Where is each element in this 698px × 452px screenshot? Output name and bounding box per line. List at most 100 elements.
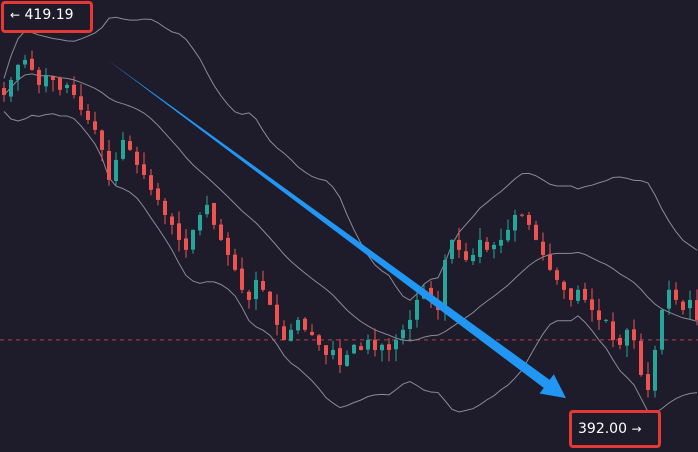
candle-body bbox=[380, 344, 384, 351]
candle-body bbox=[198, 214, 202, 231]
trend-arrow-icon bbox=[108, 60, 566, 399]
bollinger-lower-band bbox=[3, 111, 698, 414]
candle-body bbox=[562, 281, 566, 290]
candle-body bbox=[163, 200, 167, 215]
candle-body bbox=[401, 329, 405, 339]
right-arrow-icon: → bbox=[631, 422, 642, 436]
candle-body bbox=[387, 344, 391, 350]
candle-body bbox=[604, 319, 608, 321]
candle-body bbox=[569, 288, 573, 300]
bollinger-middle-band bbox=[3, 73, 698, 342]
candle-body bbox=[58, 77, 62, 90]
candle-body bbox=[618, 337, 622, 345]
candle-body bbox=[597, 310, 601, 320]
candle-body bbox=[65, 84, 69, 88]
candle-body bbox=[653, 349, 657, 391]
candle-body bbox=[317, 335, 321, 345]
candle-body bbox=[247, 291, 251, 300]
candle-body bbox=[226, 237, 230, 255]
candle-body bbox=[590, 299, 594, 310]
high-price-value: 419.19 bbox=[24, 7, 74, 23]
candle-body bbox=[184, 238, 188, 250]
candle-body bbox=[373, 339, 377, 350]
candle-body bbox=[681, 301, 685, 310]
candle-body bbox=[548, 254, 552, 270]
candle-body bbox=[646, 374, 650, 390]
candle-body bbox=[170, 216, 174, 225]
candle-body bbox=[359, 346, 363, 350]
candle-body bbox=[506, 229, 510, 241]
candle-body bbox=[261, 281, 265, 290]
candle-body bbox=[611, 321, 615, 340]
candle-body bbox=[254, 279, 258, 300]
candle-body bbox=[583, 288, 587, 300]
candle-body bbox=[492, 244, 496, 250]
candle-body bbox=[499, 239, 503, 246]
candle-body bbox=[114, 159, 118, 182]
candle-body bbox=[268, 291, 272, 305]
candle-body bbox=[142, 164, 146, 175]
candle-body bbox=[520, 214, 524, 216]
candle-body bbox=[240, 268, 244, 290]
candle-body bbox=[352, 344, 356, 354]
candle-body bbox=[331, 349, 335, 356]
candle-body bbox=[667, 289, 671, 309]
candle-body bbox=[205, 204, 209, 215]
candle-body bbox=[37, 69, 41, 85]
candle-body bbox=[107, 150, 111, 180]
candle-body bbox=[149, 175, 153, 190]
candle-body bbox=[513, 214, 517, 231]
low-price-label: 392.00 → bbox=[569, 410, 661, 448]
candle-body bbox=[534, 224, 538, 240]
candle-body bbox=[471, 254, 475, 262]
candle-body bbox=[345, 354, 349, 366]
candle-body bbox=[72, 84, 76, 95]
candle-body bbox=[177, 223, 181, 240]
candle-body bbox=[485, 241, 489, 250]
left-arrow-icon: ← bbox=[10, 8, 21, 22]
candle-body bbox=[191, 229, 195, 250]
candle-body bbox=[394, 339, 398, 350]
candle-body bbox=[457, 240, 461, 250]
candle-body bbox=[695, 300, 698, 320]
candle-body bbox=[338, 348, 342, 366]
candle-body bbox=[429, 287, 433, 300]
low-price-value: 392.00 bbox=[578, 421, 627, 437]
candle-body bbox=[541, 241, 545, 255]
candle-body bbox=[289, 329, 293, 341]
high-price-label: ← 419.19 bbox=[1, 1, 93, 33]
bollinger-upper-band bbox=[3, 16, 698, 301]
candle-body bbox=[135, 151, 139, 165]
candle-body bbox=[212, 202, 216, 225]
candle-body bbox=[555, 270, 559, 280]
candle-body bbox=[23, 59, 27, 65]
candle-body bbox=[639, 340, 643, 375]
candle-body bbox=[303, 318, 307, 330]
candle-body bbox=[674, 289, 678, 300]
candle-body bbox=[121, 139, 125, 159]
candle-body bbox=[51, 76, 55, 80]
candle-body bbox=[366, 339, 370, 350]
candle-body bbox=[443, 259, 447, 310]
candle-body bbox=[408, 319, 412, 329]
candle-body bbox=[324, 345, 328, 355]
candle-body bbox=[100, 130, 104, 150]
candle-body bbox=[275, 304, 279, 325]
candle-body bbox=[30, 58, 34, 70]
candle-body bbox=[93, 121, 97, 130]
candle-body bbox=[625, 329, 629, 346]
candle-body bbox=[660, 309, 664, 350]
candle-body bbox=[2, 88, 6, 95]
candle-body bbox=[632, 329, 636, 340]
candle-body bbox=[576, 289, 580, 301]
candle-body bbox=[478, 239, 482, 257]
candle-body bbox=[527, 215, 531, 225]
candle-body bbox=[464, 251, 468, 260]
candle-body bbox=[128, 141, 132, 150]
candle-body bbox=[282, 326, 286, 340]
candle-body bbox=[688, 299, 692, 309]
candle-body bbox=[233, 254, 237, 270]
candle-body bbox=[296, 319, 300, 331]
